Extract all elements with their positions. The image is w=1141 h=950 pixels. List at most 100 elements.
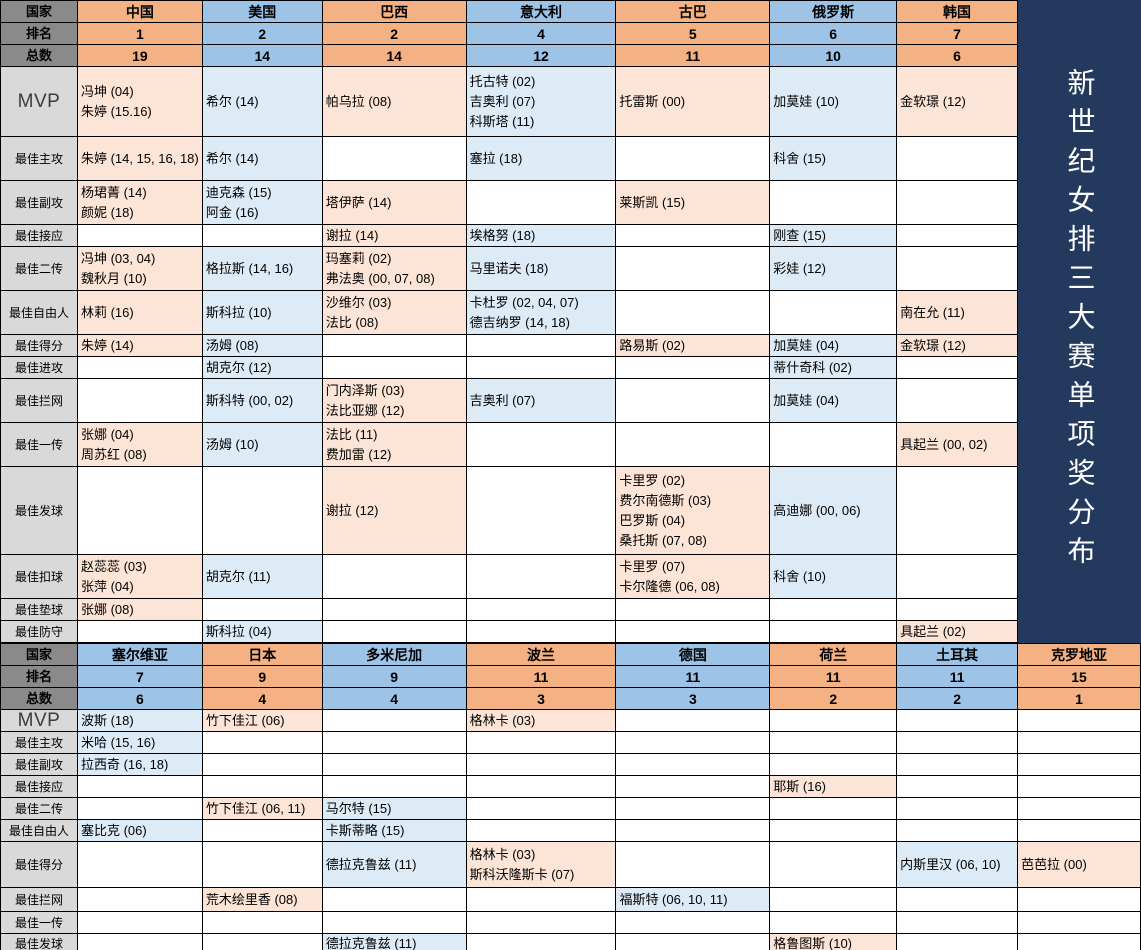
award-cell: 胡克尔 (12)	[201, 356, 323, 379]
award-cell: 卡斯蒂略 (15)	[321, 819, 467, 842]
total-cell: 6	[76, 687, 203, 710]
award-row-label: 最佳得分	[0, 334, 78, 357]
award-cell: 福斯特 (06, 10, 11)	[615, 887, 771, 912]
player-entry: 塞比克 (06)	[80, 822, 147, 838]
player-entry: 冯坤 (03, 04)	[80, 250, 156, 266]
country-header-cell: 韩国	[896, 0, 1018, 23]
award-row: 最佳发球 德拉克鲁兹 (11) 格鲁图斯 (10)	[0, 933, 1141, 950]
player-entry: 斯科沃隆斯卡 (07)	[469, 866, 575, 882]
award-cell	[896, 911, 1019, 934]
rank-cell: 2	[321, 22, 467, 45]
total-cell: 14	[201, 44, 323, 67]
award-cell: 张娜 (04) 周苏红 (08)	[76, 422, 203, 467]
player-entry: 卡尔隆德 (06, 08)	[619, 578, 720, 594]
award-cell	[615, 911, 771, 934]
award-cell	[76, 224, 203, 247]
player-entry: 希尔 (14)	[205, 93, 259, 109]
rank-cell: 15	[1017, 665, 1141, 688]
award-row-label: 最佳发球	[0, 933, 78, 950]
award-cell: 马里诺夫 (18)	[465, 246, 617, 291]
award-cell	[76, 466, 203, 555]
rank-cell: 2	[201, 22, 323, 45]
award-cell	[321, 136, 467, 181]
award-cell	[321, 775, 467, 798]
award-row: 最佳自由人 林莉 (16) 斯科拉 (10) 沙维尔 (03) 法比 (08) 卡杜罗 (…	[0, 290, 1018, 335]
award-cell: 金软璟 (12)	[896, 66, 1018, 137]
rank-cell: 5	[615, 22, 771, 45]
award-row: 最佳主攻 朱婷 (14, 15, 16, 18) 希尔 (14) 塞拉 (18) 科舍 …	[0, 136, 1018, 181]
award-cell: 汤姆 (10)	[201, 422, 323, 467]
award-cell	[615, 933, 771, 950]
award-row: 最佳垫球 张娜 (08)	[0, 598, 1018, 621]
player-entry: 巴罗斯 (04)	[619, 512, 686, 528]
award-cell: 路易斯 (02)	[615, 334, 771, 357]
player-entry: 波斯 (18)	[80, 712, 134, 728]
player-entry: 沙维尔 (03)	[325, 294, 392, 310]
rank-cell: 11	[896, 665, 1019, 688]
award-cell: 竹下佳江 (06, 11)	[201, 797, 323, 820]
player-entry: 迪克森 (15)	[205, 184, 272, 200]
country-header-cell: 日本	[201, 643, 323, 666]
award-cell	[1017, 887, 1141, 912]
country-row: 国家 塞尔维亚 日本 多米尼加 波兰 德国 荷兰 土耳其 克罗地亚	[0, 643, 1141, 666]
award-cell: 沙维尔 (03) 法比 (08)	[321, 290, 467, 335]
award-cell	[896, 554, 1018, 599]
country-row: 国家 中国 美国 巴西 意大利 古巴 俄罗斯 韩国	[0, 0, 1018, 23]
total-row: 总数 19 14 14 12 11 10 6	[0, 44, 1018, 67]
award-cell	[321, 334, 467, 357]
player-entry: 法比亚娜 (12)	[325, 402, 405, 418]
award-row-label: 最佳副攻	[0, 180, 78, 225]
player-entry: 谢拉 (12)	[325, 502, 379, 518]
award-cell	[201, 753, 323, 776]
award-cell: 斯科特 (00, 02)	[201, 378, 323, 423]
award-row: 最佳得分 德拉克鲁兹 (11) 格林卡 (03) 斯科沃隆斯卡 (07) 内斯里汉 (0…	[0, 841, 1141, 888]
player-entry: 玛塞莉 (02)	[325, 250, 392, 266]
award-cell	[465, 180, 617, 225]
award-row: 最佳得分 朱婷 (14) 汤姆 (08) 路易斯 (02) 加莫娃 (04) 金软璟 (1…	[0, 334, 1018, 357]
award-cell	[1017, 819, 1141, 842]
total-cell: 1	[1017, 687, 1141, 710]
award-cell: 朱婷 (14)	[76, 334, 203, 357]
award-cell	[465, 731, 617, 754]
country-header-cell: 塞尔维亚	[76, 643, 203, 666]
award-cell	[321, 887, 467, 912]
award-cell: 科舍 (10)	[769, 554, 898, 599]
award-row: 最佳副攻 杨珺菁 (14) 颜妮 (18) 迪克森 (15) 阿金 (16) 塔伊萨 (1…	[0, 180, 1018, 225]
award-cell: 拉西奇 (16, 18)	[76, 753, 203, 776]
award-cell: 彩娃 (12)	[769, 246, 898, 291]
country-header-cell: 波兰	[465, 643, 617, 666]
rank-cell: 11	[769, 665, 898, 688]
award-cell: 科舍 (15)	[769, 136, 898, 181]
award-cell	[321, 731, 467, 754]
award-cell	[76, 620, 203, 643]
award-cell	[615, 620, 771, 643]
award-cell	[769, 753, 898, 776]
player-entry: 加莫娃 (04)	[773, 337, 839, 353]
award-cell: 芭芭拉 (00)	[1017, 841, 1141, 888]
player-entry: 汤姆 (08)	[205, 337, 259, 353]
award-cell	[615, 709, 771, 732]
award-row-label: 最佳主攻	[0, 731, 78, 754]
player-entry: 耶斯 (16)	[773, 778, 827, 794]
award-cell	[1017, 797, 1141, 820]
player-entry: 吉奥利 (07)	[469, 93, 536, 109]
player-entry: 德吉纳罗 (14, 18)	[469, 314, 570, 330]
award-row: 最佳进攻 胡克尔 (12) 蒂什奇科 (02)	[0, 356, 1018, 379]
award-row: MVP 冯坤 (04) 朱婷 (15.16) 希尔 (14) 帕乌拉 (08) 托古特 (…	[0, 66, 1018, 137]
player-entry: 蒂什奇科 (02)	[773, 359, 852, 375]
player-entry: 金软璟 (12)	[900, 337, 966, 353]
total-label: 总数	[0, 44, 78, 67]
country-header-cell: 克罗地亚	[1017, 643, 1141, 666]
award-cell: 托古特 (02) 吉奥利 (07) 科斯塔 (11)	[465, 66, 617, 137]
player-entry: 颜妮 (18)	[80, 204, 134, 220]
award-cell	[1017, 775, 1141, 798]
award-cell	[321, 620, 467, 643]
total-cell: 4	[321, 687, 467, 710]
award-cell: 迪克森 (15) 阿金 (16)	[201, 180, 323, 225]
award-cell: 冯坤 (04) 朱婷 (15.16)	[76, 66, 203, 137]
award-cell: 门内泽斯 (03) 法比亚娜 (12)	[321, 378, 467, 423]
award-cell	[769, 841, 898, 888]
award-row-label: 最佳二传	[0, 797, 78, 820]
award-cell	[769, 290, 898, 335]
